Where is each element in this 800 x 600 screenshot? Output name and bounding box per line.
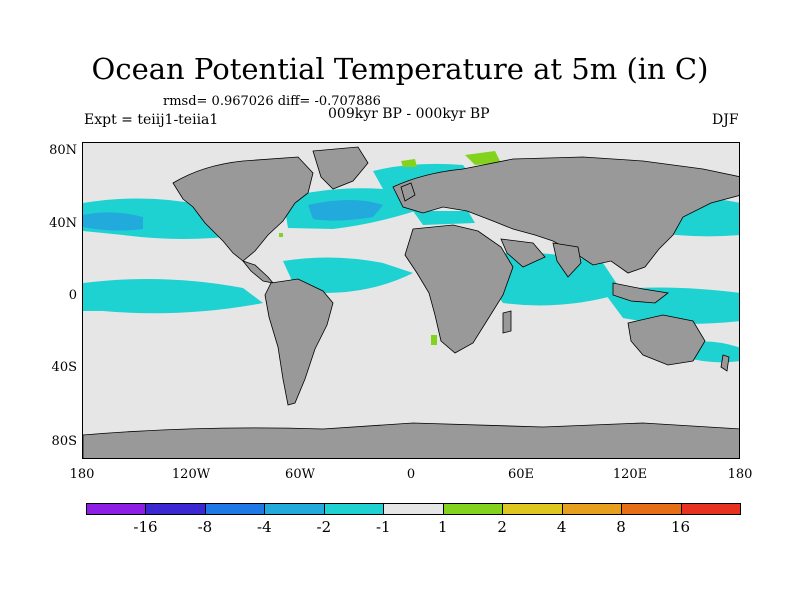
map-panel — [82, 142, 740, 459]
colorbar-label: 8 — [616, 518, 626, 536]
colorbar-label: -2 — [316, 518, 332, 536]
colorbar-label: 1 — [437, 518, 448, 536]
lon-tick-label: 60W — [285, 467, 315, 482]
map-svg — [83, 146, 739, 458]
colorbar-swatch — [621, 503, 682, 515]
anomaly-warming-regions — [279, 151, 501, 345]
lon-tick-label: 180 — [727, 467, 753, 482]
land-antarctica — [83, 422, 739, 458]
colorbar-swatch — [323, 503, 385, 515]
colorbar-label: -4 — [257, 518, 272, 536]
anomaly-tropical-atlantic — [283, 257, 413, 293]
colorbar-swatch — [86, 503, 147, 515]
colorbar-swatch — [442, 503, 504, 515]
lon-tick-label: 60E — [507, 467, 535, 482]
colorbar-swatch — [264, 503, 325, 515]
lon-tick-label: 0 — [406, 467, 416, 482]
anomaly-safrica-green — [431, 335, 437, 345]
colorbar-swatch — [680, 503, 741, 515]
land-india — [552, 242, 582, 278]
map-title: Ocean Potential Temperature at 5m (in C) — [91, 52, 709, 86]
land-south-america — [264, 278, 334, 406]
land-uk-scandinavia — [400, 182, 416, 202]
stats-text: rmsd= 0.967026 diff= -0.707886 — [163, 94, 381, 109]
lat-tick-label: 80S — [51, 434, 77, 449]
land-greenland — [312, 146, 369, 190]
anomaly-barents-green — [465, 151, 501, 165]
colorbar-label: -8 — [197, 518, 213, 536]
colorbar-label: 2 — [497, 518, 507, 536]
period-label: 009kyr BP - 000kyr BP — [328, 106, 490, 122]
lat-tick-label: 0 — [68, 288, 77, 303]
land-central-america — [241, 260, 275, 284]
land-arabia — [500, 238, 546, 268]
land-se-asia-islands — [612, 282, 669, 304]
lon-tick-label: 120E — [612, 467, 648, 482]
anomaly-medit — [413, 211, 475, 225]
colorbar-label: -16 — [133, 518, 158, 536]
anomaly-indian-ocean — [483, 252, 623, 306]
colorbar-swatch — [383, 503, 444, 515]
colorbar-swatch — [204, 503, 266, 515]
colorbar-label: -1 — [375, 518, 391, 536]
anomaly-natlantic-core — [308, 200, 383, 221]
lat-tick-label: 40N — [49, 216, 77, 231]
land-layer — [83, 146, 739, 458]
lon-tick-label: 120W — [171, 467, 211, 482]
anomaly-natl-green-dot — [279, 233, 283, 237]
land-eurasia — [392, 156, 739, 274]
experiment-label: Expt = teiij1-teiia1 — [84, 112, 219, 128]
lat-tick-label: 80N — [49, 143, 77, 158]
anomaly-tropical-pacific — [83, 279, 263, 314]
land-australia — [627, 314, 706, 366]
season-label: DJF — [712, 112, 739, 128]
land-north-america — [172, 156, 314, 262]
lat-tick-label: 40S — [51, 360, 77, 375]
colorbar-swatch — [561, 503, 623, 515]
colorbar-swatch — [145, 503, 206, 515]
land-nz — [720, 354, 730, 372]
colorbar-label: 16 — [670, 518, 691, 536]
anomaly-npacific-core — [83, 212, 143, 231]
land-africa — [404, 224, 514, 354]
colorbar-swatch — [502, 503, 563, 515]
land-madagascar — [502, 310, 512, 334]
anomaly-arctic-green — [401, 159, 417, 167]
lon-tick-label: 180 — [69, 467, 95, 482]
colorbar — [86, 503, 741, 515]
colorbar-label: 4 — [556, 518, 567, 536]
